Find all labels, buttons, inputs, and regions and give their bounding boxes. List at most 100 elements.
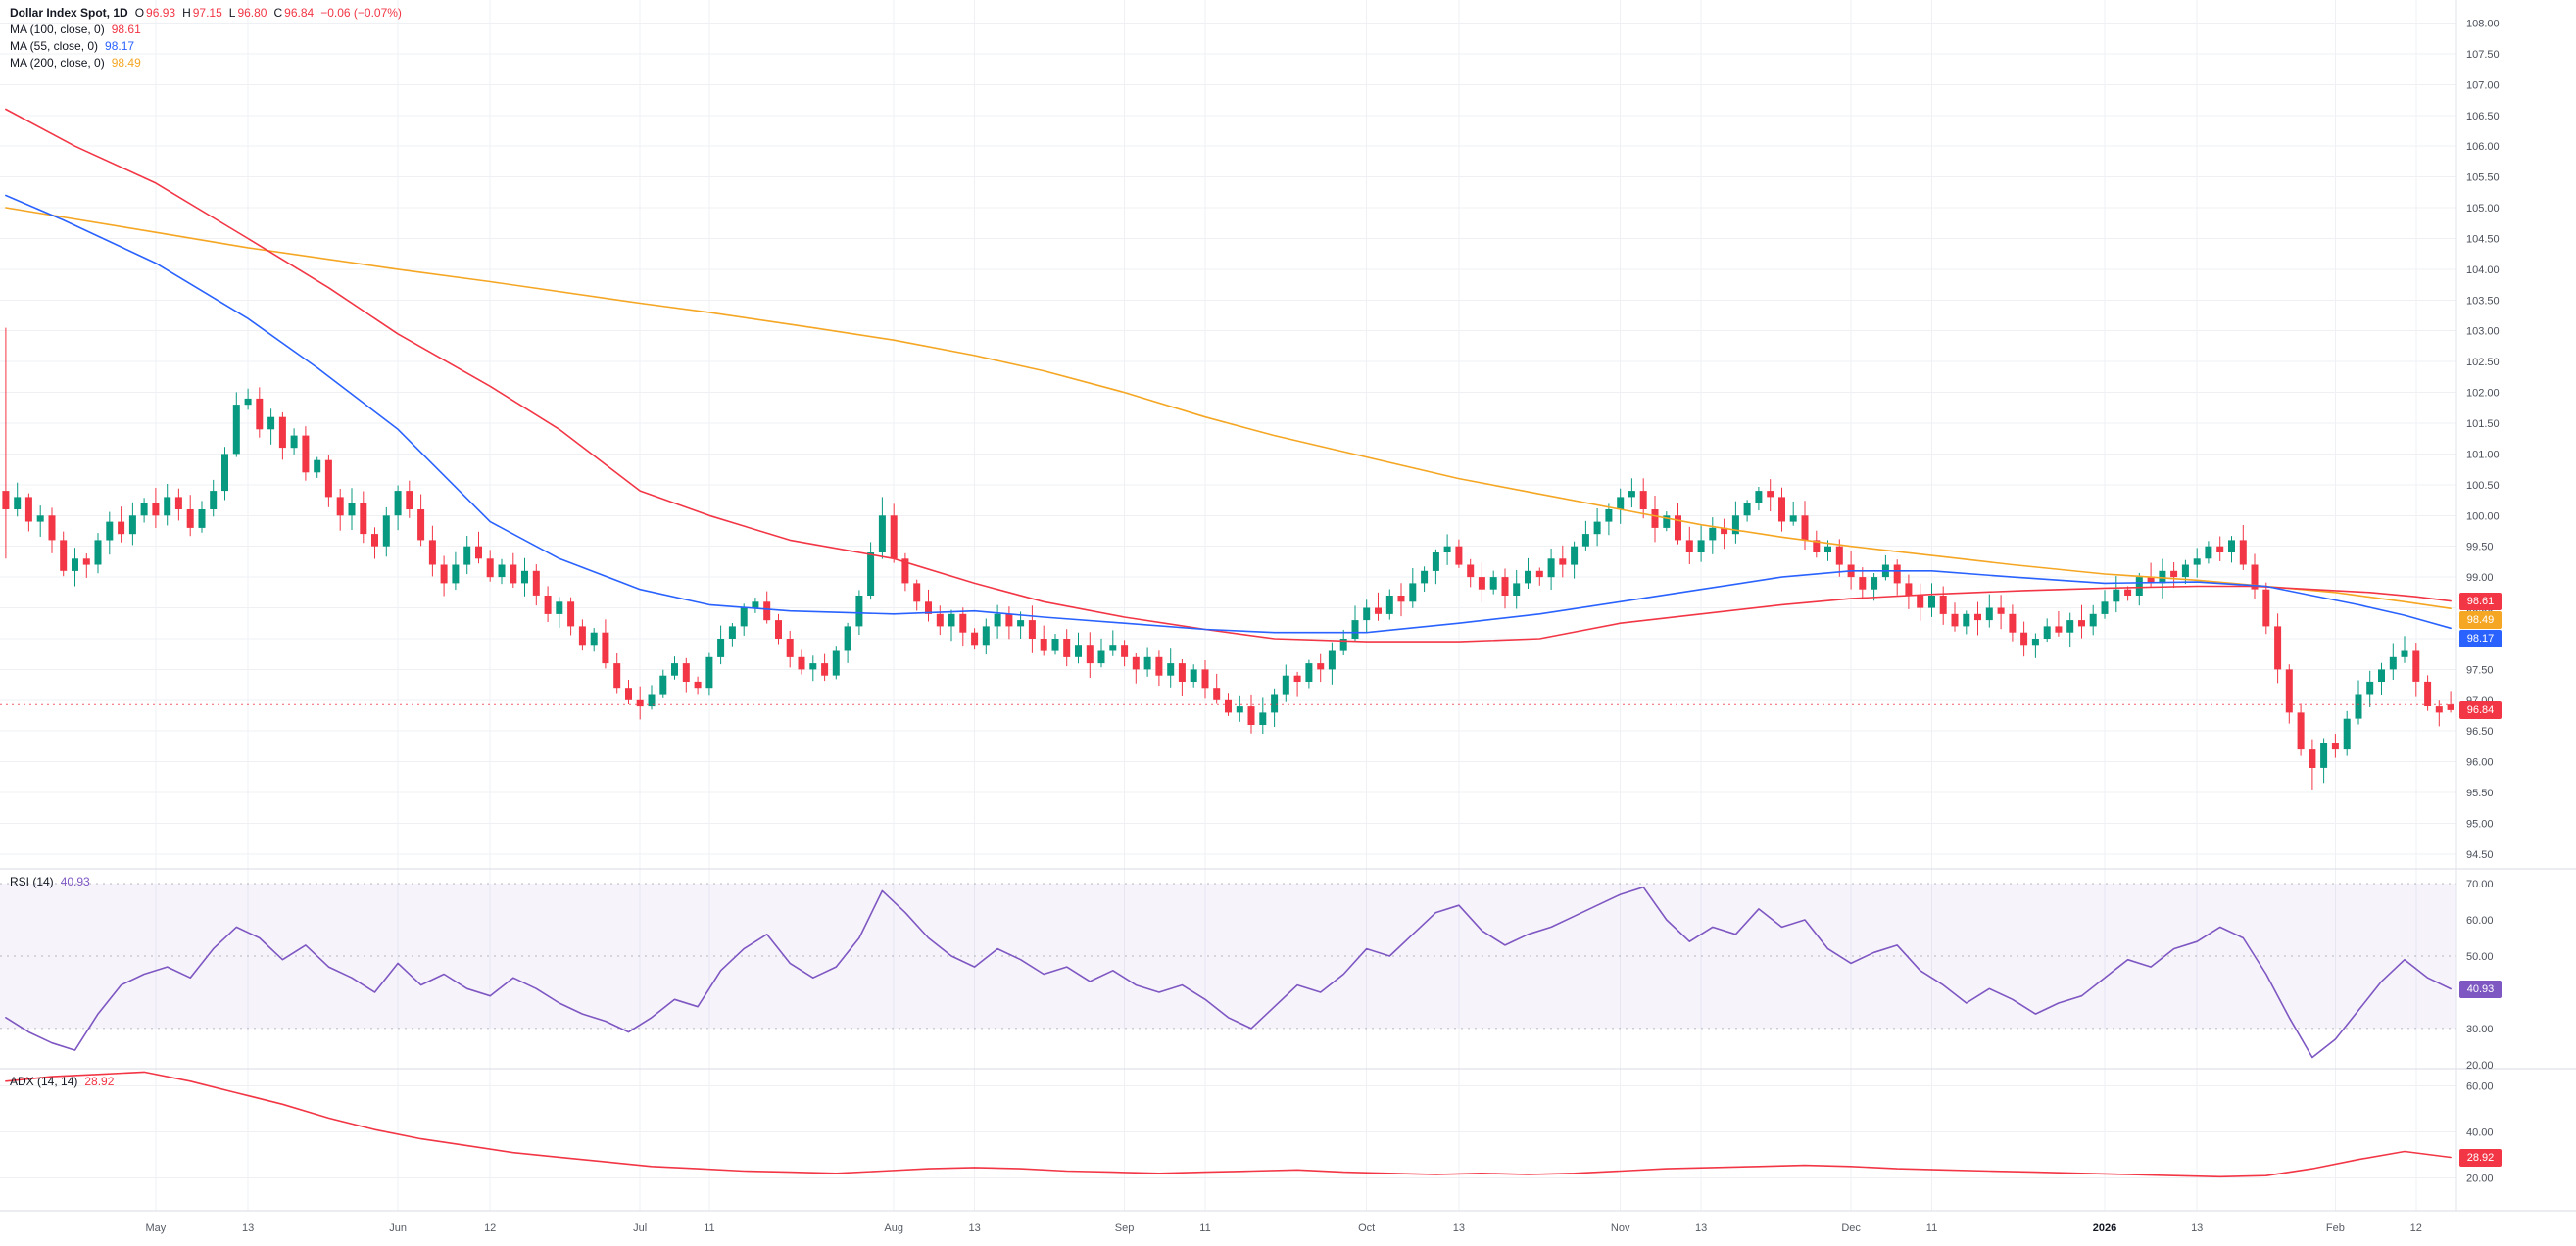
svg-text:100.50: 100.50	[2466, 480, 2500, 492]
svg-text:103.50: 103.50	[2466, 295, 2500, 307]
price-axis-badge: 98.17	[2459, 629, 2502, 647]
svg-text:Aug: Aug	[884, 1222, 903, 1234]
svg-text:102.00: 102.00	[2466, 388, 2500, 400]
svg-text:105.00: 105.00	[2466, 203, 2500, 215]
svg-text:60.00: 60.00	[2466, 915, 2494, 927]
symbol-legend-row[interactable]: Dollar Index Spot, 1D O 96.93 H 97.15 L 96.…	[10, 6, 402, 23]
ohlc-high: H 97.15	[182, 6, 222, 20]
ma-lines-layer	[5, 108, 2452, 643]
svg-text:103.00: 103.00	[2466, 326, 2500, 338]
ma55-line	[5, 194, 2452, 634]
svg-text:96.00: 96.00	[2466, 757, 2494, 769]
ma100-line	[5, 108, 2452, 643]
svg-text:101.00: 101.00	[2466, 449, 2500, 460]
svg-text:94.50: 94.50	[2466, 849, 2494, 861]
time-axis[interactable]	[0, 1211, 2576, 1241]
ma100-value: 98.61	[111, 23, 141, 36]
ma100-legend-row[interactable]: MA (100, close, 0) 98.61	[10, 23, 402, 39]
svg-text:2026: 2026	[2093, 1222, 2116, 1234]
svg-text:Dec: Dec	[1841, 1222, 1861, 1234]
svg-text:95.00: 95.00	[2466, 819, 2494, 831]
svg-text:Nov: Nov	[1611, 1222, 1630, 1234]
rsi-legend-row[interactable]: RSI (14) 40.93	[10, 875, 90, 891]
rsi-band-layer	[0, 883, 2456, 1030]
separators	[0, 0, 2576, 1212]
svg-text:97.50: 97.50	[2466, 664, 2494, 676]
adx-line	[5, 1071, 2452, 1178]
ohlc-close: C 96.84	[273, 6, 314, 20]
svg-text:104.50: 104.50	[2466, 234, 2500, 246]
adx-label: ADX (14, 14)	[10, 1075, 78, 1088]
svg-text:11: 11	[1199, 1222, 1210, 1234]
svg-text:96.50: 96.50	[2466, 726, 2494, 738]
ma200-legend-row[interactable]: MA (200, close, 0) 98.49	[10, 56, 402, 72]
candles-layer	[2, 327, 2454, 790]
svg-text:102.50: 102.50	[2466, 357, 2500, 368]
svg-text:Oct: Oct	[1358, 1222, 1375, 1234]
svg-text:70.00: 70.00	[2466, 879, 2494, 890]
svg-text:20.00: 20.00	[2466, 1060, 2494, 1072]
svg-text:13: 13	[242, 1222, 254, 1234]
svg-text:13: 13	[968, 1222, 980, 1234]
rsi-value: 40.93	[60, 875, 90, 888]
ma200-line	[5, 207, 2452, 610]
svg-text:13: 13	[1453, 1222, 1465, 1234]
svg-text:11: 11	[704, 1222, 714, 1234]
svg-text:20.00: 20.00	[2466, 1174, 2494, 1185]
svg-text:106.00: 106.00	[2466, 141, 2500, 153]
svg-text:95.50: 95.50	[2466, 788, 2494, 799]
ohlc-open-label: O	[134, 6, 145, 20]
axis-labels: 108.00 107.50 107.00 106.50 106.00 105.50 105.…	[146, 19, 2500, 1235]
svg-text:12: 12	[2410, 1222, 2422, 1234]
price-axis-badge: 96.84	[2459, 700, 2502, 719]
grid-layer	[0, 0, 2456, 1211]
svg-text:101.50: 101.50	[2466, 418, 2500, 430]
svg-text:99.50: 99.50	[2466, 542, 2494, 553]
ma200-label: MA (200, close, 0)	[10, 56, 105, 70]
rsi-line	[5, 886, 2452, 1059]
symbol-title[interactable]: Dollar Index Spot, 1D	[10, 6, 128, 20]
svg-text:Jun: Jun	[389, 1222, 407, 1234]
svg-text:107.00: 107.00	[2466, 79, 2500, 91]
adx-legend-row[interactable]: ADX (14, 14) 28.92	[10, 1075, 114, 1091]
ohlc-high-value: 97.15	[192, 6, 222, 20]
ohlc-low: L 96.80	[229, 6, 267, 20]
ma100-label: MA (100, close, 0)	[10, 23, 105, 36]
adx-legend: ADX (14, 14) 28.92	[10, 1075, 114, 1091]
svg-text:106.50: 106.50	[2466, 111, 2500, 122]
svg-text:Sep: Sep	[1115, 1222, 1135, 1234]
svg-text:40.00: 40.00	[2466, 1127, 2494, 1139]
svg-text:60.00: 60.00	[2466, 1081, 2494, 1093]
ohlc-close-label: C	[273, 6, 283, 20]
ma200-value: 98.49	[111, 56, 141, 70]
ohlc-open-value: 96.93	[146, 6, 176, 20]
svg-text:May: May	[146, 1222, 167, 1234]
ma55-value: 98.17	[105, 39, 135, 53]
svg-text:13: 13	[1695, 1222, 1707, 1234]
price-axis-badge: 98.49	[2459, 610, 2502, 629]
rsi-axis-badge: 40.93	[2459, 980, 2502, 998]
svg-text:99.00: 99.00	[2466, 572, 2494, 584]
ohlc-low-label: L	[228, 6, 236, 20]
rsi-legend: RSI (14) 40.93	[10, 875, 90, 891]
rsi-label: RSI (14)	[10, 875, 54, 888]
ma55-legend-row[interactable]: MA (55, close, 0) 98.17	[10, 39, 402, 56]
ohlc-high-label: H	[182, 6, 191, 20]
svg-text:30.00: 30.00	[2466, 1024, 2494, 1035]
main-legend: Dollar Index Spot, 1D O 96.93 H 97.15 L 96.…	[10, 6, 402, 72]
svg-text:11: 11	[1926, 1222, 1937, 1234]
svg-text:100.00: 100.00	[2466, 510, 2500, 522]
change-value: −0.06 (−0.07%)	[320, 6, 402, 20]
svg-text:105.50: 105.50	[2466, 172, 2500, 184]
svg-text:Feb: Feb	[2326, 1222, 2345, 1234]
svg-text:Jul: Jul	[633, 1222, 647, 1234]
svg-text:108.00: 108.00	[2466, 19, 2500, 30]
svg-text:13: 13	[2191, 1222, 2203, 1234]
svg-text:12: 12	[484, 1222, 496, 1234]
ohlc-close-value: 96.84	[284, 6, 315, 20]
svg-text:104.00: 104.00	[2466, 264, 2500, 276]
ohlc-low-value: 96.80	[237, 6, 267, 20]
ohlc-open: O 96.93	[135, 6, 175, 20]
